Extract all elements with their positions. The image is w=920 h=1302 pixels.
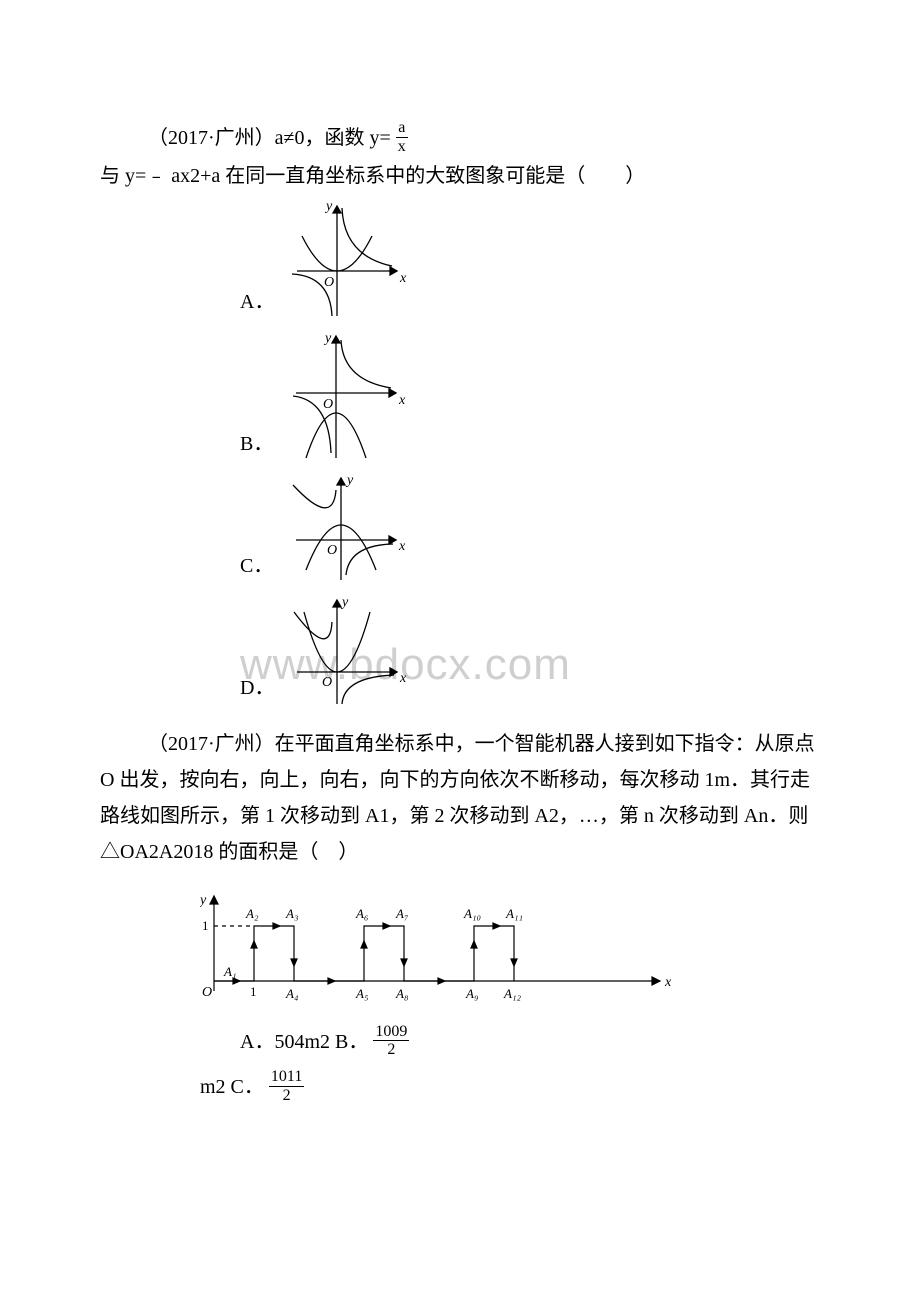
label-a1: A₁ (223, 964, 236, 979)
q1-frac-den: x (396, 138, 408, 156)
ans-c-frac: 1011 2 (269, 1068, 304, 1104)
q1-graph-a: x y O (282, 196, 412, 326)
axis-x-label: x (398, 539, 406, 554)
label-a10: A₁₀ (463, 906, 481, 921)
q2-answers-2: m2 C． 1011 2 (100, 1069, 820, 1107)
q1-frac-num: a (396, 119, 408, 138)
q1-frac: a x (396, 119, 408, 155)
ans-b-den: 2 (373, 1041, 409, 1059)
ans-b-num: 1009 (373, 1023, 409, 1042)
q1-source: （2017·广州）a≠0，函数 y= (148, 127, 391, 149)
q1-graph-c: x y O (281, 470, 411, 590)
q1-label-a: A． (240, 285, 274, 326)
q1-label-d: D． (240, 671, 274, 712)
label-a6: A₆ (355, 906, 368, 921)
q2-text: （2017·广州）在平面直角坐标系中，一个智能机器人接到如下指令：从原点 O 出… (100, 726, 820, 870)
ans-b-frac: 1009 2 (373, 1023, 409, 1059)
axis-x-label: x (664, 975, 672, 990)
q1-option-c: C． x y O (100, 470, 820, 590)
label-a8: A₈ (395, 986, 409, 1001)
axis-o-label: O (324, 275, 334, 290)
q1-option-b: B． x y O (100, 328, 820, 468)
axis-o-label: O (322, 675, 332, 690)
q1-label-b: B． (240, 427, 273, 468)
q2-diagram-wrap: y x O 1 1 A₁ A₂ A₃ A₆ A₇ A₁₀ A₁₁ A₄ A₅ A… (100, 886, 820, 1006)
ans-c-den: 2 (269, 1087, 304, 1105)
label-a3: A₃ (285, 906, 298, 921)
axis-o-label: O (327, 543, 337, 558)
axis-o-label: O (323, 397, 333, 412)
axis-x-label: x (399, 671, 407, 686)
axis-y-label: y (345, 473, 354, 488)
axis-x-label: x (399, 271, 407, 286)
tick-1x: 1 (250, 984, 257, 999)
ans-c-pre: m2 C． (200, 1076, 264, 1098)
ans-c-num: 1011 (269, 1068, 304, 1087)
label-a12: A₁₂ (503, 986, 521, 1001)
axis-y-label: y (324, 199, 333, 214)
q1-graph-d: x y O (282, 592, 412, 712)
q1-label-c: C． (240, 549, 273, 590)
label-a5: A₅ (355, 986, 368, 1001)
label-a2: A₂ (245, 906, 259, 921)
label-a11: A₁₁ (505, 906, 523, 921)
q1-line2: 与 y=﹣ ax2+a 在同一直角坐标系中的大致图象可能是（ ） (100, 158, 820, 194)
q1-graph-b: x y O (281, 328, 411, 468)
label-a9: A₉ (465, 986, 478, 1001)
tick-1y: 1 (202, 918, 209, 933)
axis-y-label: y (200, 893, 207, 908)
q1-option-d: D． x y O (100, 592, 820, 712)
ans-a-pre: A．504m2 B． (240, 1031, 368, 1053)
q1-line1: （2017·广州）a≠0，函数 y= a x (100, 120, 820, 158)
q2-diagram: y x O 1 1 A₁ A₂ A₃ A₆ A₇ A₁₀ A₁₁ A₄ A₅ A… (200, 886, 680, 1006)
axis-y-label: y (340, 595, 349, 610)
axis-y-label: y (323, 331, 332, 346)
q1-option-a: A． x y O (100, 196, 820, 326)
label-a7: A₇ (395, 906, 409, 921)
label-a4: A₄ (285, 986, 299, 1001)
axis-x-label: x (398, 393, 406, 408)
axis-o-label: O (202, 985, 212, 1000)
q2-answers-1: A．504m2 B． 1009 2 (100, 1024, 820, 1062)
